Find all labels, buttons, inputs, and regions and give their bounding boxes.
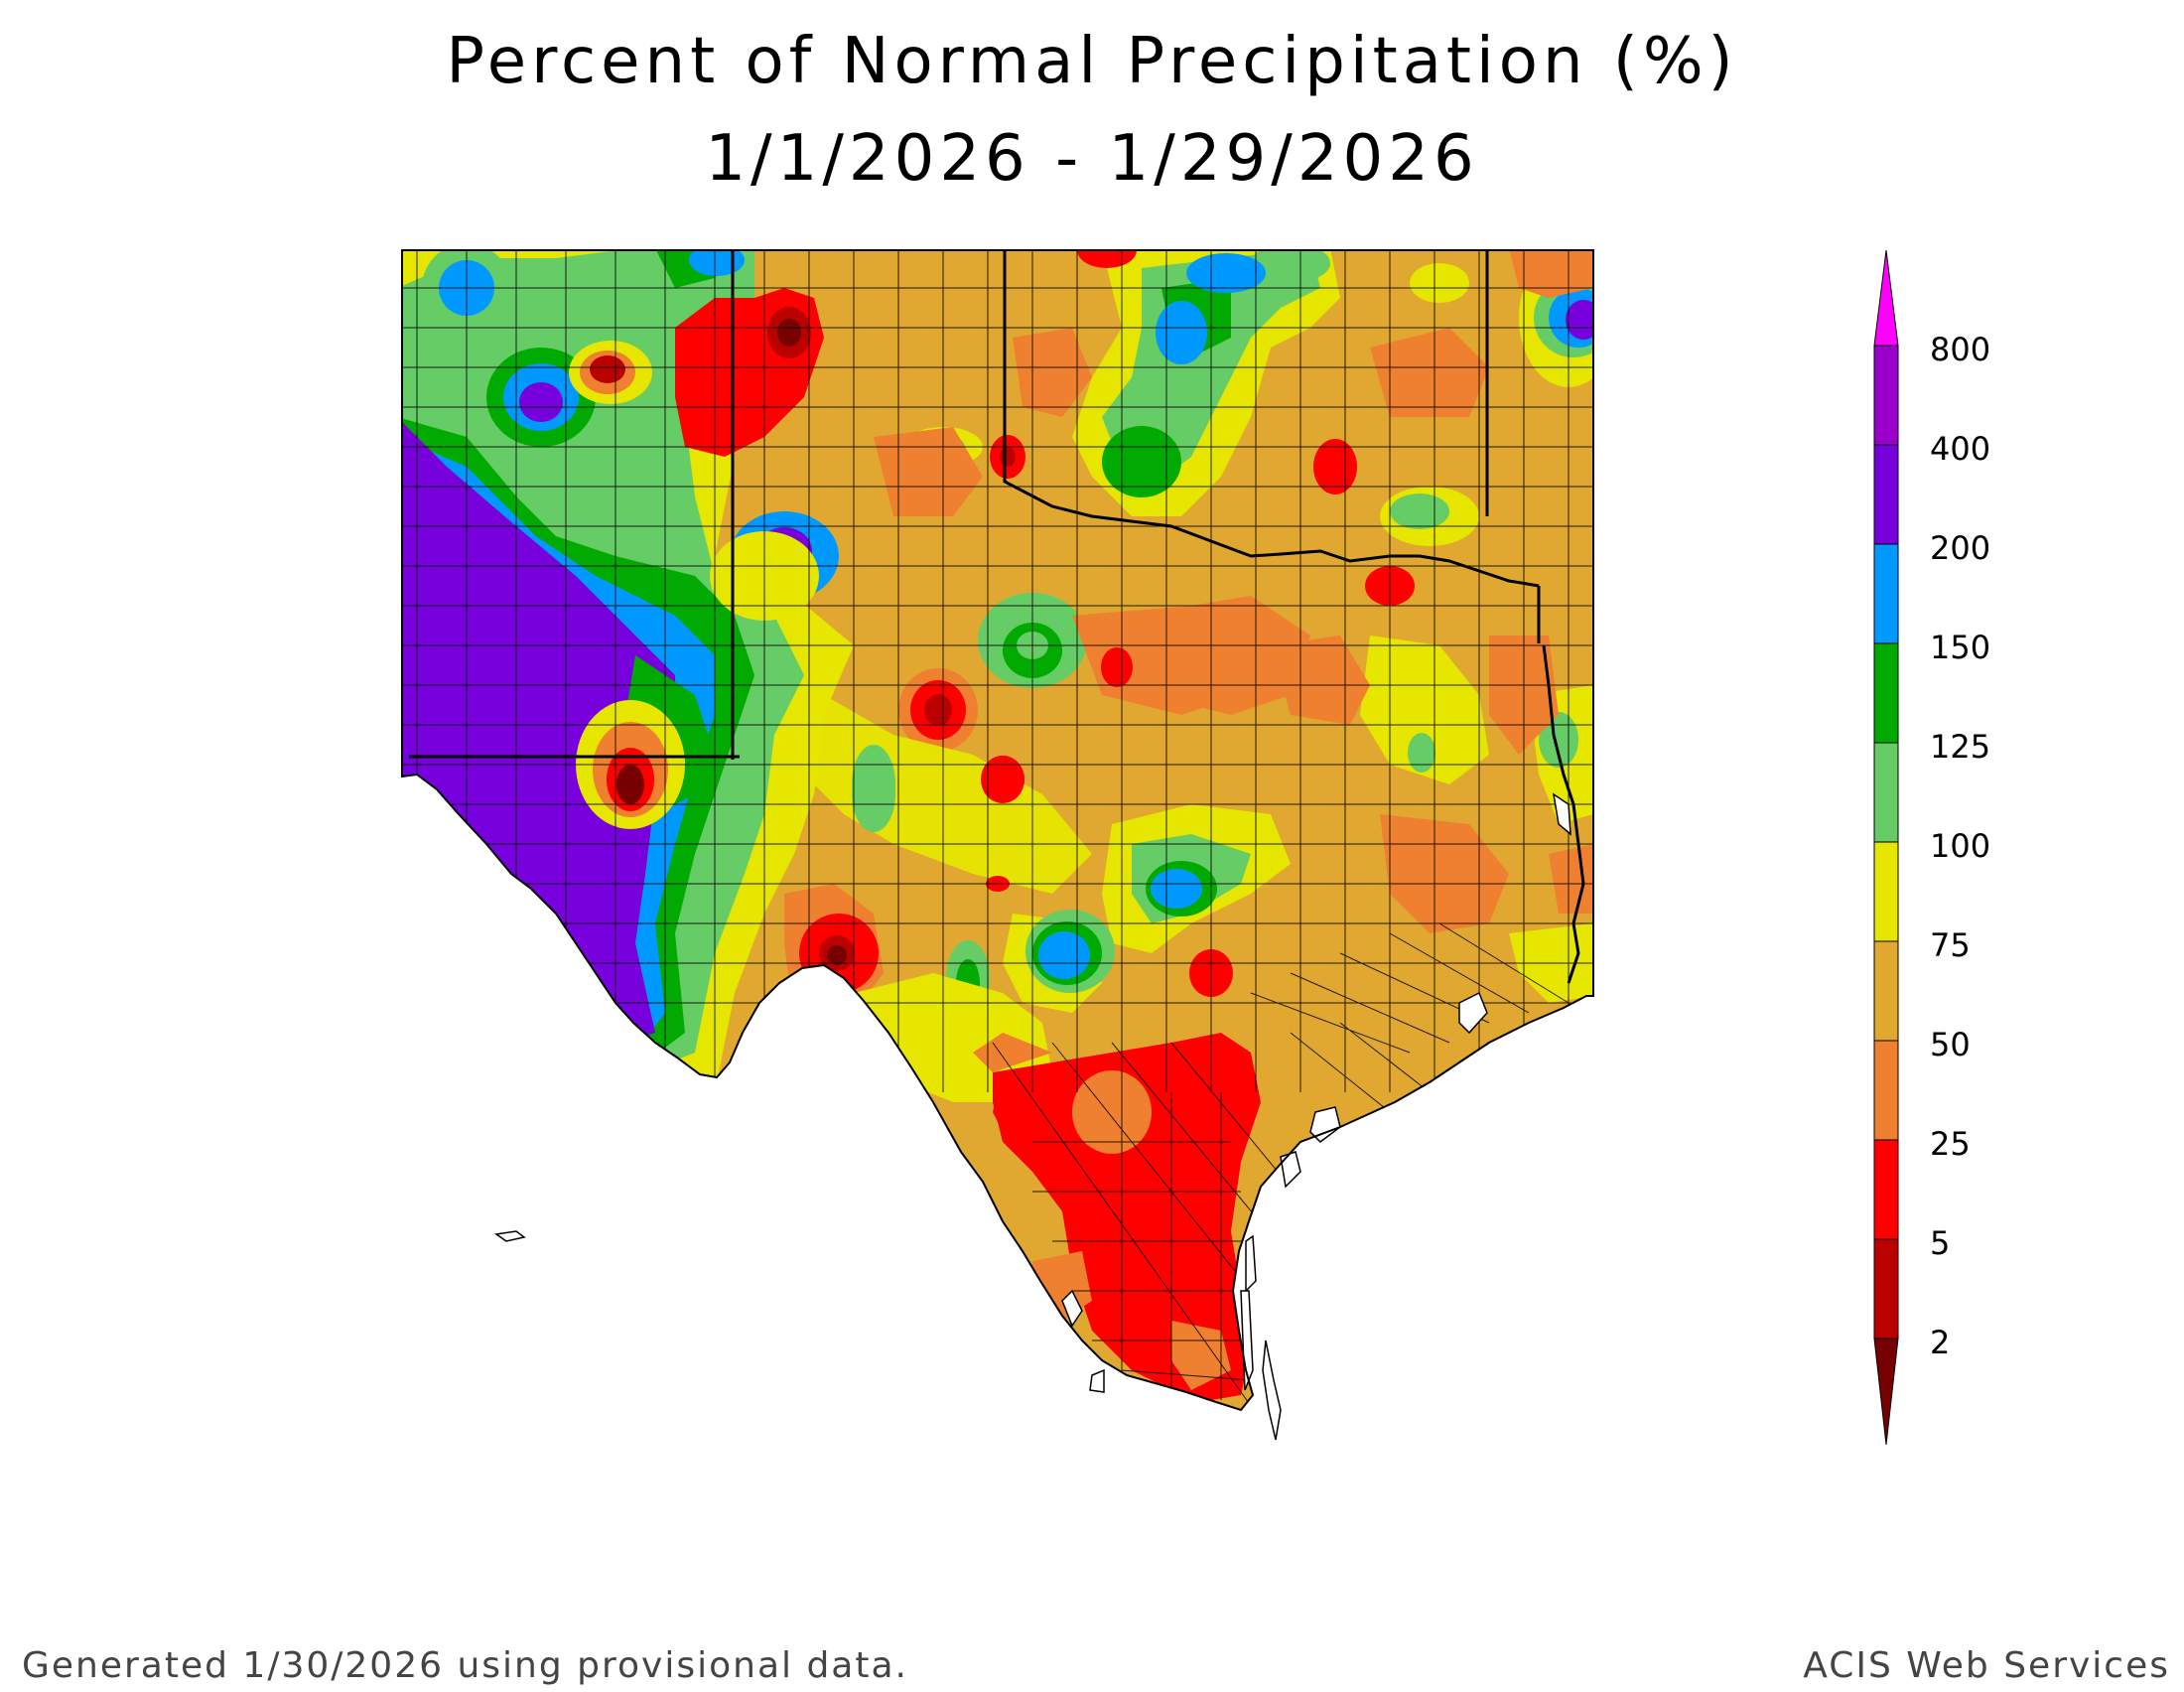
source-credit: ACIS Web Services (1803, 1645, 2170, 1686)
legend-swatch-5-25 (1874, 1140, 1898, 1239)
legend-swatch-50-75 (1874, 941, 1898, 1041)
state-boundaries (409, 250, 1585, 984)
legend-label-400: 400 (1930, 430, 1991, 468)
color-field (402, 250, 1593, 1410)
legend-swatch-200-400 (1874, 445, 1898, 544)
legend-swatch-125-150 (1874, 643, 1898, 743)
legend-label-100: 100 (1930, 827, 1991, 865)
legend-label-75: 75 (1930, 926, 1971, 964)
county-lines (402, 250, 1593, 1410)
legend-label-50: 50 (1930, 1026, 1971, 1063)
legend-swatch-100-125 (1874, 743, 1898, 842)
legend-label-25: 25 (1930, 1125, 1971, 1163)
legend-label-5: 5 (1930, 1224, 1951, 1262)
legend-swatch-75-100 (1874, 842, 1898, 941)
coastline-features (494, 792, 1571, 1441)
legend-label-150: 150 (1930, 629, 1991, 666)
legend-label-800: 800 (1930, 331, 1991, 368)
legend-swatch-2-5 (1874, 1239, 1898, 1339)
legend-label-200: 200 (1930, 529, 1991, 567)
legend-swatch-150-200 (1874, 544, 1898, 643)
legend-swatch-25-50 (1874, 1041, 1898, 1140)
legend-swatch-400-800 (1874, 346, 1898, 445)
legend-arrow-top (1873, 249, 1899, 347)
legend-label-2: 2 (1930, 1324, 1951, 1361)
legend-colorbar (1873, 249, 1899, 1446)
map-date-range: 1/1/2026 - 1/29/2026 (705, 122, 1479, 196)
legend-arrow-bottom (1873, 1338, 1899, 1446)
legend-label-125: 125 (1930, 728, 1991, 766)
generated-note: Generated 1/30/2026 using provisional da… (22, 1645, 908, 1686)
map-title: Percent of Normal Precipitation (%) (446, 25, 1738, 98)
